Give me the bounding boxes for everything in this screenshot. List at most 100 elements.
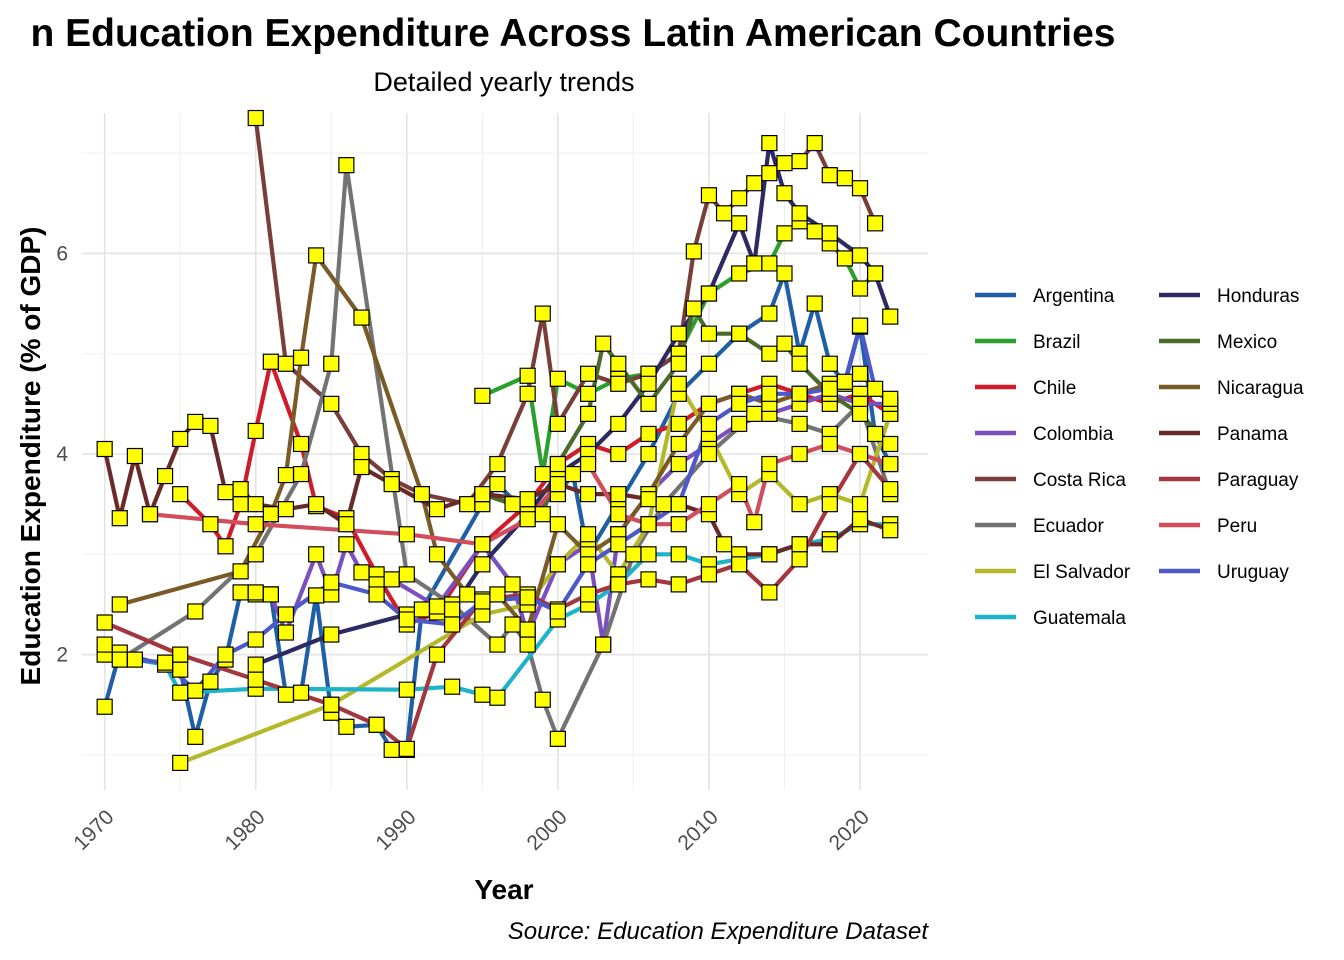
chart-subtitle: Detailed yearly trends xyxy=(373,67,634,97)
data-point xyxy=(746,255,763,272)
series-points xyxy=(96,109,899,772)
data-point xyxy=(308,496,325,513)
data-point xyxy=(277,501,295,518)
data-point xyxy=(851,496,869,513)
data-point xyxy=(96,698,113,715)
data-point xyxy=(746,514,763,531)
data-point xyxy=(217,538,234,555)
data-point xyxy=(444,678,461,695)
data-point xyxy=(96,636,113,653)
data-point xyxy=(746,175,763,192)
data-point xyxy=(323,626,340,643)
data-point xyxy=(761,255,778,272)
x-axis-title: Year xyxy=(474,874,533,905)
data-point xyxy=(549,516,566,533)
x-axis-ticks: 1970 1980 1990 2000 2010 2020 xyxy=(69,806,874,855)
data-point xyxy=(474,556,491,573)
data-point xyxy=(640,425,657,443)
data-point xyxy=(156,467,174,485)
data-point xyxy=(504,616,521,633)
data-point xyxy=(655,496,672,513)
x-tick-label: 1990 xyxy=(371,806,420,855)
data-point xyxy=(111,510,128,527)
data-point xyxy=(670,546,687,563)
data-point xyxy=(474,387,491,404)
data-point xyxy=(534,691,551,708)
data-point xyxy=(353,458,370,476)
data-point xyxy=(489,586,506,603)
data-point xyxy=(217,646,234,663)
data-point xyxy=(172,646,189,663)
data-point xyxy=(519,491,536,508)
data-point xyxy=(338,536,355,553)
data-point xyxy=(685,300,702,317)
data-point xyxy=(670,355,687,372)
data-point xyxy=(640,375,657,392)
data-point xyxy=(323,355,340,372)
data-point xyxy=(670,415,687,433)
legend-label-colombia: Colombia xyxy=(1033,424,1114,445)
data-point xyxy=(549,556,566,573)
data-point xyxy=(353,309,370,326)
data-point xyxy=(579,385,597,402)
data-point xyxy=(836,250,854,267)
data-point xyxy=(111,596,128,613)
data-point xyxy=(806,295,823,312)
legend-label-uruguay: Uruguay xyxy=(1217,562,1289,583)
data-point xyxy=(806,223,823,240)
data-point xyxy=(821,167,838,184)
data-point xyxy=(610,415,627,433)
data-point xyxy=(489,636,506,653)
data-point xyxy=(640,546,657,563)
data-point xyxy=(761,345,778,362)
x-tick-label: 2020 xyxy=(825,806,874,855)
data-point xyxy=(836,170,854,187)
data-point xyxy=(172,486,189,503)
x-tick-label: 2000 xyxy=(523,806,572,855)
data-point xyxy=(247,516,264,533)
x-tick-label: 1980 xyxy=(220,806,269,855)
data-point xyxy=(398,526,415,543)
data-point xyxy=(247,656,264,673)
data-point xyxy=(640,445,657,463)
data-point xyxy=(882,455,899,473)
data-point xyxy=(791,355,808,372)
data-point xyxy=(323,696,340,713)
data-point xyxy=(700,187,718,204)
data-point xyxy=(776,335,793,352)
data-point xyxy=(851,247,869,264)
data-point xyxy=(791,536,808,553)
data-point xyxy=(187,603,204,620)
data-point xyxy=(579,586,597,603)
data-point xyxy=(247,109,264,127)
data-point xyxy=(821,435,838,453)
data-point xyxy=(610,486,627,503)
data-point xyxy=(882,435,899,453)
data-point xyxy=(610,355,627,372)
data-point xyxy=(821,380,838,397)
data-point xyxy=(610,576,627,593)
data-point xyxy=(262,506,279,523)
data-point xyxy=(383,571,400,588)
data-point xyxy=(791,496,808,513)
data-point xyxy=(791,551,808,568)
legend-label-ecuador: Ecuador xyxy=(1033,516,1104,537)
data-point xyxy=(761,546,778,563)
data-point xyxy=(564,465,582,483)
legend-label-paraguay: Paraguay xyxy=(1217,470,1299,491)
data-point xyxy=(549,603,566,620)
data-point xyxy=(595,636,612,653)
data-point xyxy=(700,395,718,412)
data-point xyxy=(836,373,854,390)
x-tick-label: 1970 xyxy=(69,806,118,855)
data-point xyxy=(534,305,551,322)
data-point xyxy=(851,405,869,422)
series-line-costa-rica xyxy=(253,117,878,507)
data-point xyxy=(640,395,657,412)
data-point xyxy=(398,740,415,757)
data-point xyxy=(640,571,657,588)
data-point xyxy=(791,153,808,170)
data-point xyxy=(172,661,189,678)
legend-label-mexico: Mexico xyxy=(1217,332,1277,353)
data-point xyxy=(821,496,838,513)
